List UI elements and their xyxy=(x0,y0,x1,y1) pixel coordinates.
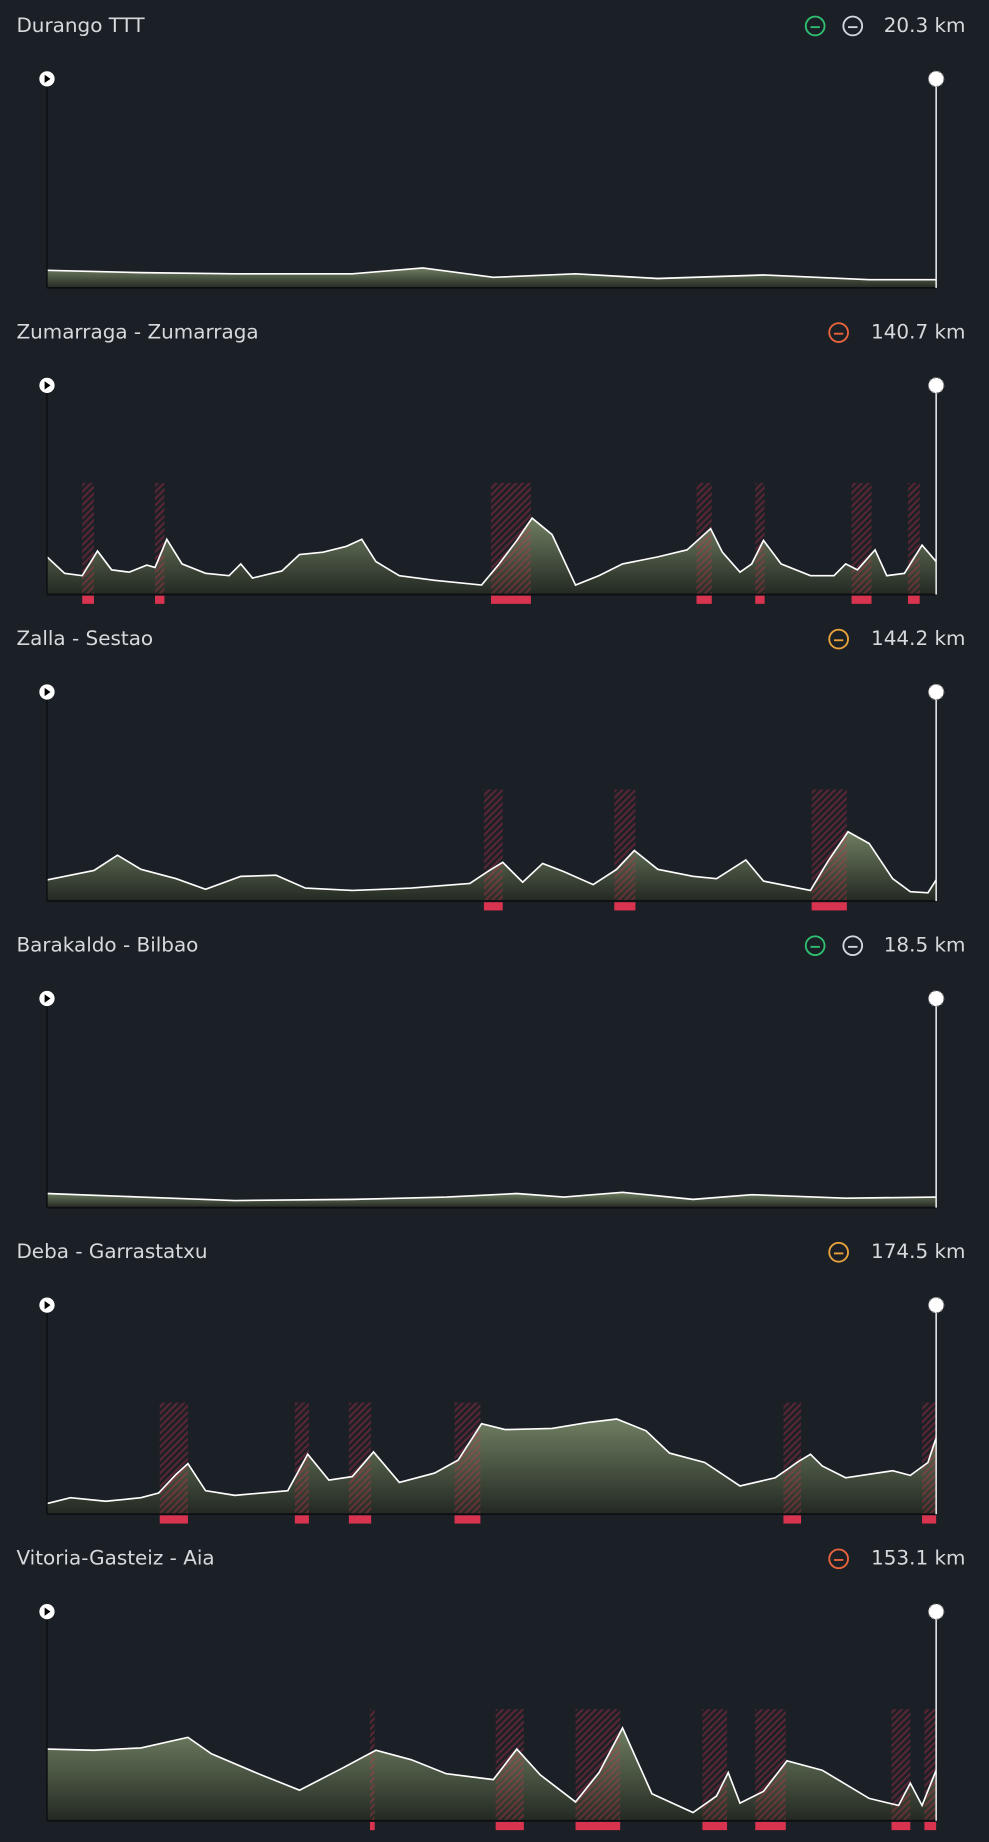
stage-distance: 174.5 km xyxy=(871,1239,965,1263)
finish-marker xyxy=(927,990,945,1007)
climb-bar xyxy=(755,595,765,604)
climb-bar xyxy=(614,902,636,911)
climb-bar xyxy=(294,1515,309,1524)
climb-bar xyxy=(696,595,712,604)
finish-marker xyxy=(927,377,945,394)
climb-bar xyxy=(348,1515,372,1524)
profile-area xyxy=(46,518,937,595)
climb-bar xyxy=(369,1821,375,1831)
profile-line xyxy=(46,1418,937,1505)
stage-icon xyxy=(842,15,864,37)
stage-panel: Barakaldo - Bilbao 18.5 km xyxy=(16,933,966,1209)
climb-zone xyxy=(575,1709,621,1821)
stage-icon xyxy=(828,1241,849,1263)
stage-icon xyxy=(804,15,826,37)
profile-line xyxy=(46,1726,937,1814)
profile-line xyxy=(46,1191,937,1202)
stage-icon xyxy=(842,935,864,957)
climb-zone xyxy=(82,482,94,595)
stage-name: Deba - Garrastatxu xyxy=(16,1239,207,1263)
climb-zone xyxy=(696,482,712,595)
climb-zone xyxy=(614,789,636,902)
climb-bar xyxy=(82,595,94,604)
stage-name: Vitoria-Gasteiz - Aia xyxy=(16,1546,214,1570)
stage-distance: 144.2 km xyxy=(871,626,965,650)
stage-distance: 140.7 km xyxy=(871,319,965,343)
start-arrow xyxy=(44,381,51,390)
start-arrow xyxy=(44,1300,51,1310)
climb-bar xyxy=(783,1515,802,1524)
stage-distance: 18.5 km xyxy=(884,933,966,957)
profile-area xyxy=(46,1192,937,1208)
stage-panel: Vitoria-Gasteiz - Aia 153.1 km xyxy=(16,1546,966,1831)
stage-name: Durango TTT xyxy=(16,13,145,37)
climb-bar xyxy=(454,1515,481,1524)
profile-line xyxy=(46,267,937,281)
start-arrow xyxy=(44,1607,51,1616)
stage-icon xyxy=(828,628,849,650)
finish-marker xyxy=(927,1603,945,1620)
climb-bar xyxy=(495,1821,524,1831)
climb-bar xyxy=(702,1821,728,1831)
stage-icon xyxy=(828,322,849,343)
stage-name: Zumarraga - Zumarraga xyxy=(16,319,258,343)
climb-bar xyxy=(755,1821,786,1831)
start-arrow xyxy=(44,687,51,697)
climb-bar xyxy=(851,595,872,604)
climb-bar xyxy=(891,1821,911,1831)
climb-zone xyxy=(811,789,847,902)
start-arrow xyxy=(44,74,51,83)
climb-bar xyxy=(483,902,503,911)
climb-zone xyxy=(783,1402,802,1515)
stage-icon xyxy=(804,935,826,957)
climb-bar xyxy=(155,595,165,604)
profile-area xyxy=(46,1727,937,1821)
climb-zone xyxy=(495,1709,524,1821)
climb-zone xyxy=(348,1402,372,1515)
climb-bar xyxy=(907,595,920,604)
climb-zone xyxy=(369,1709,375,1821)
climb-zone xyxy=(907,482,920,595)
climb-bar xyxy=(575,1821,621,1831)
climb-bar xyxy=(811,902,847,911)
climb-zone xyxy=(851,482,872,595)
climb-zone xyxy=(755,1709,786,1821)
stage-distance: 153.1 km xyxy=(871,1546,965,1570)
profile-line xyxy=(46,516,937,587)
climb-bar xyxy=(924,1821,937,1831)
climb-zone xyxy=(755,482,765,595)
climb-bar xyxy=(159,1515,188,1524)
stage-panel: Deba - Garrastatxu 174.5 km xyxy=(16,1239,966,1524)
stage-panel: Durango TTT 20.3 km xyxy=(16,13,966,289)
stage-name: Barakaldo - Bilbao xyxy=(16,933,198,957)
profile-line xyxy=(46,830,937,894)
stage-name: Zalla - Sestao xyxy=(16,626,153,650)
stage-icon xyxy=(828,1548,849,1570)
climb-zone xyxy=(159,1402,188,1515)
finish-marker xyxy=(927,683,945,701)
climb-zone xyxy=(490,482,531,595)
climb-zone xyxy=(924,1709,937,1821)
climb-zone xyxy=(155,482,165,595)
climb-zone xyxy=(294,1402,309,1515)
profile-area xyxy=(46,1419,937,1515)
finish-marker xyxy=(927,1296,945,1314)
climb-bar xyxy=(490,595,531,604)
climb-zone xyxy=(483,789,503,902)
start-arrow xyxy=(44,994,51,1003)
climb-bar xyxy=(922,1515,937,1524)
stage-distance: 20.3 km xyxy=(884,13,966,37)
stage-panel: Zumarraga - Zumarraga 140.7 km xyxy=(16,319,966,604)
finish-marker xyxy=(927,70,945,88)
profile-area xyxy=(46,831,937,902)
stage-panel: Zalla - Sestao 144.2 km xyxy=(16,626,966,911)
